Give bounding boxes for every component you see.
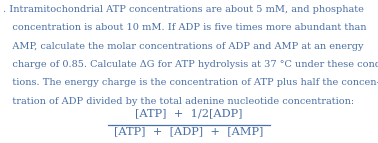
Text: tions. The energy charge is the concentration of ATP plus half the concen-: tions. The energy charge is the concentr… <box>3 78 378 87</box>
Text: tration of ADP divided by the total adenine nucleotide concentration:: tration of ADP divided by the total aden… <box>3 97 354 106</box>
Text: . Intramitochondrial ATP concentrations are about 5 mM, and phosphate: . Intramitochondrial ATP concentrations … <box>3 5 364 14</box>
Text: concentration is about 10 mM. If ADP is five times more abundant than: concentration is about 10 mM. If ADP is … <box>3 23 367 32</box>
Text: [ATP]  +  1/2[ADP]: [ATP] + 1/2[ADP] <box>135 108 243 118</box>
Text: [ATP]  +  [ADP]  +  [AMP]: [ATP] + [ADP] + [AMP] <box>114 127 264 137</box>
Text: charge of 0.85. Calculate ΔG for ATP hydrolysis at 37 °C under these condi-: charge of 0.85. Calculate ΔG for ATP hyd… <box>3 60 378 69</box>
Text: AMP, calculate the molar concentrations of ADP and AMP at an energy: AMP, calculate the molar concentrations … <box>3 42 364 51</box>
